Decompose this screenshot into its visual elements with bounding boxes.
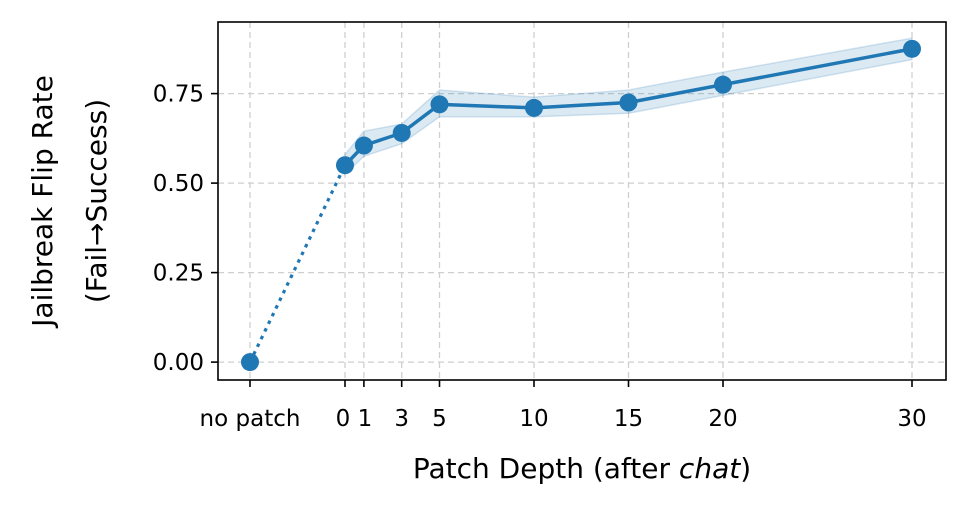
x-tick-labels: no patch 0 1 3 5 10 15 20 30 [200, 406, 927, 432]
axis-ticks [211, 92, 913, 387]
y-axis-label-line1: Jailbreak Flip Rate [26, 75, 59, 329]
data-point [619, 93, 638, 112]
data-point [903, 39, 921, 58]
baseline-connector-line [248, 164, 347, 363]
x-tick-label: 0 [336, 406, 351, 432]
x-tick-label: 5 [432, 406, 447, 432]
data-point [525, 98, 543, 117]
y-tick-label: 0.75 [153, 82, 204, 108]
data-point [430, 95, 449, 114]
x-tick-label: 1 [358, 406, 373, 432]
x-tick-label: 30 [897, 406, 926, 432]
x-tick-label: 3 [394, 406, 409, 432]
data-point [714, 75, 732, 94]
grid-lines [218, 22, 946, 380]
x-tick-label: 10 [519, 406, 548, 432]
x-tick-label: no patch [200, 406, 301, 432]
data-point [354, 136, 373, 155]
baseline-point [241, 353, 259, 372]
y-tick-label: 0.00 [153, 350, 204, 376]
data-point [392, 123, 411, 142]
y-tick-labels: 0.00 0.25 0.50 0.75 [153, 82, 204, 377]
data-points [241, 39, 921, 372]
y-axis-label-line2: (Fail→Success) [80, 99, 113, 303]
x-axis-label: Patch Depth (after chat) [413, 452, 751, 485]
y-tick-label: 0.25 [153, 261, 204, 287]
plot-frame [217, 21, 947, 381]
y-axis-label: Jailbreak Flip Rate (Fail→Success) [26, 75, 113, 329]
x-tick-label: 15 [614, 406, 643, 432]
data-point [336, 156, 354, 175]
y-tick-label: 0.50 [153, 171, 204, 197]
x-tick-label: 20 [708, 406, 737, 432]
